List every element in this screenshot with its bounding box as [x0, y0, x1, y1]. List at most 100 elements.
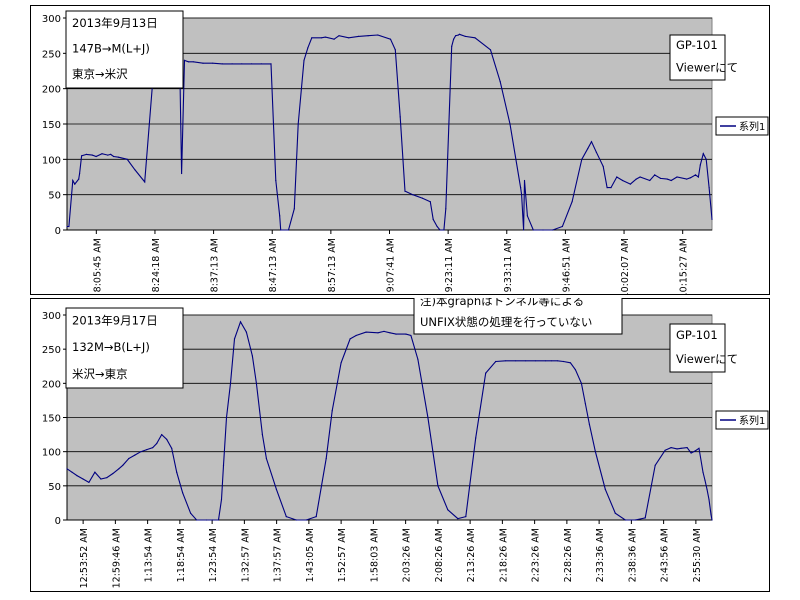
data-point — [447, 509, 449, 511]
x-tick-label: 2:38:36 AM — [627, 528, 638, 582]
data-point — [166, 438, 168, 440]
data-point — [399, 116, 401, 118]
data-point — [520, 187, 522, 189]
data-point — [71, 471, 73, 473]
y-tick-label: 250 — [42, 49, 61, 60]
x-tick-label: 8:24:18 AM — [151, 238, 162, 292]
data-point — [196, 519, 198, 521]
data-point — [395, 333, 397, 335]
data-point — [94, 471, 96, 473]
data-point — [670, 447, 672, 449]
data-point — [680, 447, 682, 449]
info-box-line-2: 132M→B(L+J) — [72, 340, 150, 354]
data-point — [222, 464, 225, 466]
data-point — [616, 176, 618, 178]
info-box-line-3: 米沢→東京 — [72, 367, 128, 381]
data-point — [588, 423, 591, 425]
y-tick-label: 100 — [42, 448, 61, 459]
data-point — [594, 451, 597, 453]
data-point — [610, 187, 612, 189]
data-point — [708, 187, 710, 189]
data-point — [88, 481, 90, 483]
data-point — [72, 179, 74, 182]
data-point — [152, 447, 154, 449]
data-point — [485, 372, 487, 374]
x-tick-label: 2:08:26 AM — [434, 528, 445, 582]
x-tick-label: 9:33:11 AM — [503, 238, 514, 292]
data-point — [635, 178, 637, 180]
chart-panel-top: 0 50 100 150 200 250 300 8:05:45 AM 8:24:18 AM 8:… — [30, 5, 770, 295]
x-tick-label: 8:37:13 AM — [210, 238, 221, 292]
data-point — [708, 498, 710, 501]
data-point — [101, 153, 103, 155]
data-point — [229, 382, 232, 384]
data-point — [85, 153, 87, 155]
data-point — [287, 229, 290, 231]
data-point — [437, 485, 439, 487]
data-point — [602, 165, 604, 167]
legend — [715, 116, 769, 136]
legend — [715, 410, 769, 430]
data-point — [694, 174, 697, 176]
data-point — [706, 488, 708, 490]
data-point — [629, 183, 632, 185]
data-point — [654, 174, 656, 176]
data-point — [220, 498, 223, 501]
data-point — [66, 468, 68, 470]
data-point — [443, 229, 445, 231]
data-point — [389, 38, 392, 40]
data-point — [74, 183, 76, 185]
x-tick-label: 1:52:57 AM — [337, 528, 348, 582]
data-point — [474, 37, 476, 39]
x-tick-label: 2:23:26 AM — [531, 528, 542, 582]
data-point — [525, 360, 527, 362]
data-point — [622, 179, 624, 182]
data-point — [377, 332, 379, 334]
data-point — [571, 201, 573, 203]
x-tick-label: 1:43:05 AM — [305, 528, 316, 582]
data-point — [523, 229, 525, 231]
data-point — [710, 513, 712, 516]
legend-label: 系列1 — [739, 414, 765, 427]
note-box-line-2: Viewerにて — [676, 352, 738, 366]
y-tick-label: 250 — [42, 345, 61, 356]
data-point — [126, 158, 128, 160]
data-point — [122, 464, 124, 466]
data-point — [562, 360, 565, 363]
y-tick-label: 150 — [42, 120, 61, 131]
y-tick-label: 300 — [42, 311, 61, 322]
data-point — [134, 169, 136, 171]
data-point — [181, 172, 183, 175]
data-point — [211, 519, 214, 521]
x-tick-label: 2:03:26 AM — [402, 528, 413, 582]
data-point — [495, 360, 497, 363]
data-point — [550, 360, 553, 362]
data-point — [206, 519, 208, 521]
data-point — [255, 382, 257, 384]
info-box — [65, 307, 184, 389]
y-tick-label: 50 — [48, 191, 61, 202]
data-point — [107, 154, 109, 156]
data-point — [140, 451, 142, 453]
data-point — [355, 334, 357, 337]
data-point — [171, 447, 173, 449]
data-point — [182, 492, 184, 494]
data-point — [307, 47, 309, 49]
data-point — [412, 194, 414, 196]
data-point — [144, 181, 146, 183]
data-point — [260, 63, 262, 65]
data-point — [451, 45, 453, 47]
data-point — [202, 62, 204, 64]
data-point — [515, 360, 517, 362]
data-point — [614, 512, 616, 514]
y-tick-label: 200 — [42, 379, 61, 390]
x-tick-label: 1:58:03 AM — [369, 528, 380, 582]
data-point — [340, 362, 342, 364]
data-point — [436, 225, 438, 228]
data-point — [704, 479, 706, 481]
data-point — [183, 59, 186, 62]
data-point — [534, 360, 537, 362]
data-point — [649, 179, 651, 182]
chart-panel-bottom: 0 50 100 150 200 250 300 12:53:52 AM 12:59:46 AM… — [30, 298, 770, 592]
data-point — [311, 37, 313, 39]
